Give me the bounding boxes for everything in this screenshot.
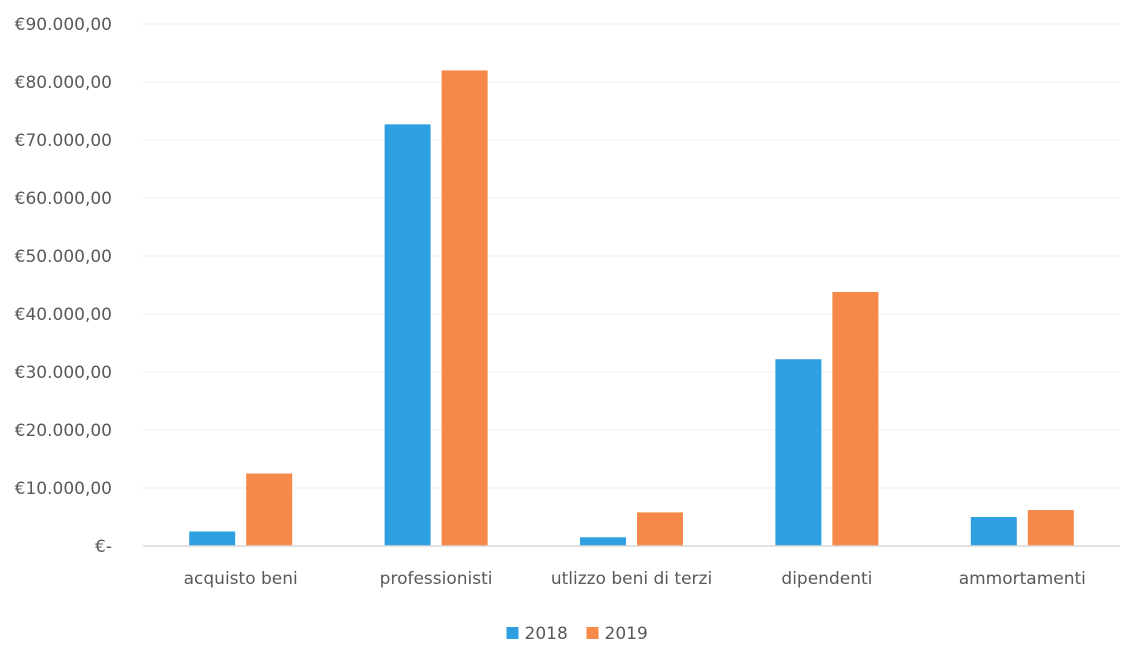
bar-2018-2: [580, 537, 626, 546]
y-tick-label: €40.000,00: [15, 305, 112, 325]
gridlines: [143, 23, 1120, 489]
bar-2019-2: [637, 512, 683, 546]
y-tick-label: €60.000,00: [15, 189, 112, 209]
x-category-label: utlizzo beni di terzi: [551, 569, 712, 589]
bar-2019-0: [246, 473, 293, 546]
x-axis: acquisto beni professionisti utlizzo beni …: [143, 545, 1120, 589]
bar-2019-4: [1027, 510, 1074, 546]
bars: [189, 70, 1074, 547]
legend: 2018 2019: [506, 624, 648, 644]
y-tick-label: €80.000,00: [15, 73, 112, 93]
bar-2019-3: [832, 291, 879, 546]
x-category-label: ammortamenti: [959, 569, 1086, 589]
y-tick-label: €70.000,00: [15, 131, 112, 151]
y-tick-label: €50.000,00: [15, 247, 112, 267]
bar-2018-1: [384, 124, 431, 546]
bar-2018-0: [189, 531, 236, 546]
legend-label: 2019: [605, 624, 648, 644]
legend-swatch-2019: [586, 627, 599, 639]
y-axis: €- €10.000,00 €20.000,00 €30.000,00 €40.000,…: [15, 15, 112, 557]
y-tick-label: €20.000,00: [15, 421, 112, 441]
y-tick-label: €90.000,00: [15, 15, 112, 35]
x-category-label: dipendenti: [781, 569, 872, 589]
bar-2018-3: [775, 359, 822, 546]
x-category-label: acquisto beni: [184, 569, 298, 589]
legend-label: 2018: [525, 624, 568, 644]
bar-2019-1: [441, 70, 488, 547]
legend-swatch-2018: [506, 627, 519, 639]
y-tick-label: €-: [95, 537, 112, 557]
y-tick-label: €30.000,00: [15, 363, 112, 383]
y-tick-label: €10.000,00: [15, 479, 112, 499]
bar-2018-4: [970, 517, 1017, 546]
x-category-label: professionisti: [380, 569, 493, 589]
